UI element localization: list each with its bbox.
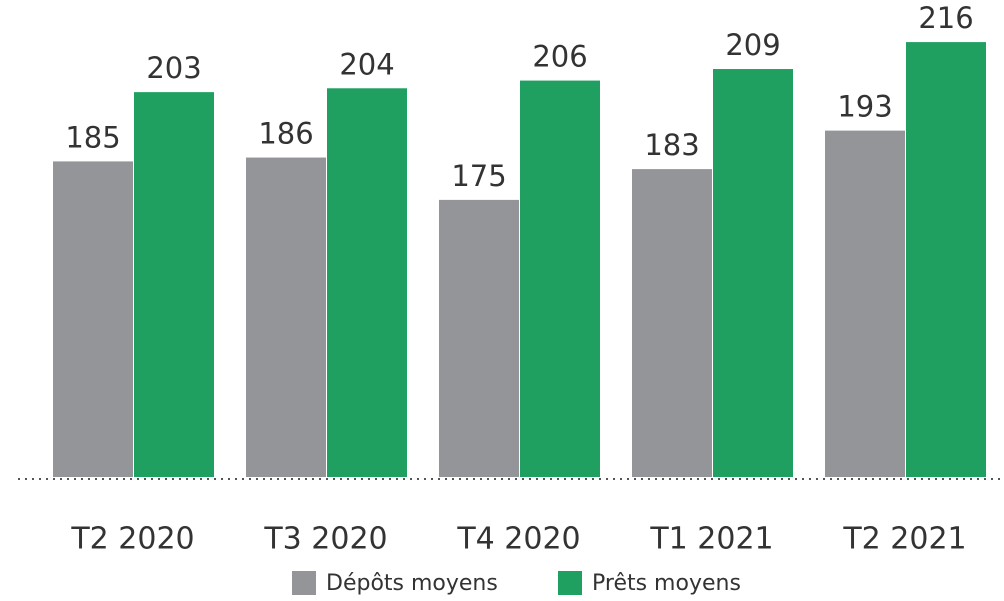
value-label: 175 [451,159,506,193]
legend-swatch [558,571,582,595]
bar [632,169,712,478]
bar [439,199,519,478]
bar [906,42,986,477]
legend-label: Prêts moyens [592,571,741,596]
value-label: 203 [146,51,201,85]
x-tick-label: T2 2020 [70,522,194,557]
value-label: 185 [65,120,120,154]
value-label: 186 [258,117,313,151]
bar [53,161,133,477]
x-tick-label: T1 2021 [649,522,773,557]
value-label: 206 [532,40,587,74]
value-label: 209 [725,28,780,62]
bar [825,130,905,477]
bar [520,80,600,477]
x-tick-label: T4 2020 [456,522,580,557]
x-tick-label: T3 2020 [263,522,387,557]
legend-label: Dépôts moyens [326,571,498,596]
bar [246,157,326,477]
x-tick-label: T2 2021 [842,522,966,557]
bar [713,69,793,477]
bar [134,92,214,478]
value-label: 204 [339,47,394,81]
legend-swatch [292,571,316,595]
value-label: 216 [918,1,973,35]
value-label: 183 [644,128,699,162]
value-label: 193 [837,90,892,124]
bar [327,88,407,477]
